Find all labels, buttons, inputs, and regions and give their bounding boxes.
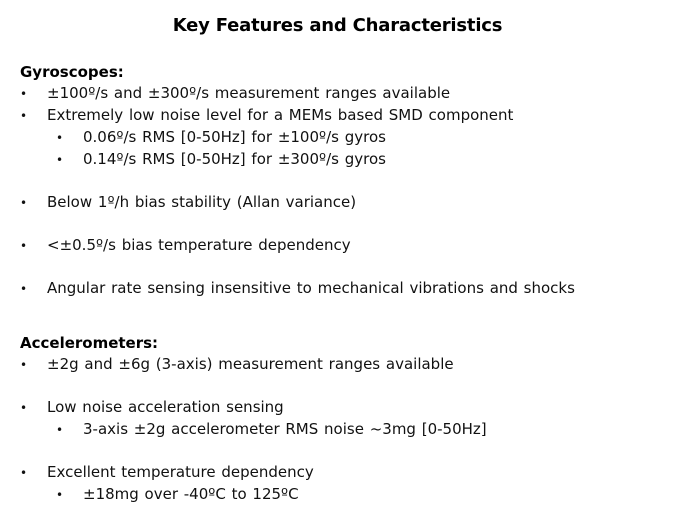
bullet-icon: • bbox=[56, 423, 64, 437]
bullet-icon: • bbox=[20, 466, 28, 480]
bullet-icon: • bbox=[20, 109, 28, 123]
bullet-icon: • bbox=[20, 196, 28, 210]
bullet-icon: • bbox=[56, 488, 64, 502]
bullet-item: • 3-axis ±2g accelerometer RMS noise ~3mg… bbox=[0, 419, 675, 441]
bullet-icon: • bbox=[56, 131, 64, 145]
section-heading: Accelerometers: bbox=[20, 334, 159, 352]
bullet-text: Below 1º/h bias stability (Allan varianc… bbox=[47, 193, 357, 211]
bullet-item: • <±0.5º/s bias temperature dependency bbox=[0, 235, 675, 257]
bullet-item: • ±100º/s and ±300º/s measurement ranges … bbox=[0, 83, 675, 105]
bullet-text: ±100º/s and ±300º/s measurement ranges a… bbox=[47, 84, 451, 102]
bullet-text: 0.14º/s RMS [0-50Hz] for ±300º/s gyros bbox=[83, 150, 386, 168]
bullet-text: ±2g and ±6g (3-axis) measurement ranges … bbox=[47, 355, 454, 373]
bullet-text: Low noise acceleration sensing bbox=[47, 398, 284, 416]
slide-content: Gyroscopes: • ±100º/s and ±300º/s measurem… bbox=[0, 62, 675, 506]
bullet-text: Excellent temperature dependency bbox=[47, 463, 314, 481]
bullet-text: Angular rate sensing insensitive to mech… bbox=[47, 279, 575, 297]
bullet-item: • Angular rate sensing insensitive to mec… bbox=[0, 278, 675, 300]
bullet-icon: • bbox=[20, 87, 28, 101]
bullet-text: Extremely low noise level for a MEMs bas… bbox=[47, 106, 514, 124]
bullet-item: • 0.14º/s RMS [0-50Hz] for ±300º/s gyros bbox=[0, 149, 675, 171]
bullet-text: 0.06º/s RMS [0-50Hz] for ±100º/s gyros bbox=[83, 128, 386, 146]
bullet-icon: • bbox=[56, 153, 64, 167]
bullet-text: ±18mg over -40ºC to 125ºC bbox=[83, 485, 299, 503]
slide-title: Key Features and Characteristics bbox=[172, 15, 503, 36]
bullet-item: • 0.06º/s RMS [0-50Hz] for ±100º/s gyros bbox=[0, 127, 675, 149]
bullet-icon: • bbox=[20, 401, 28, 415]
section-heading: Gyroscopes: bbox=[20, 63, 124, 81]
bullet-item: • Excellent temperature dependency bbox=[0, 462, 675, 484]
bullet-icon: • bbox=[20, 239, 28, 253]
bullet-item: • ±18mg over -40ºC to 125ºC bbox=[0, 484, 675, 506]
bullet-item: • Extremely low noise level for a MEMs ba… bbox=[0, 105, 675, 127]
bullet-item: • ±2g and ±6g (3-axis) measurement ranges… bbox=[0, 354, 675, 376]
bullet-item: • Low noise acceleration sensing bbox=[0, 397, 675, 419]
bullet-icon: • bbox=[20, 282, 28, 296]
bullet-text: 3-axis ±2g accelerometer RMS noise ~3mg … bbox=[83, 420, 487, 438]
bullet-text: <±0.5º/s bias temperature dependency bbox=[47, 236, 351, 254]
bullet-item: • Below 1º/h bias stability (Allan varian… bbox=[0, 192, 675, 214]
bullet-icon: • bbox=[20, 358, 28, 372]
